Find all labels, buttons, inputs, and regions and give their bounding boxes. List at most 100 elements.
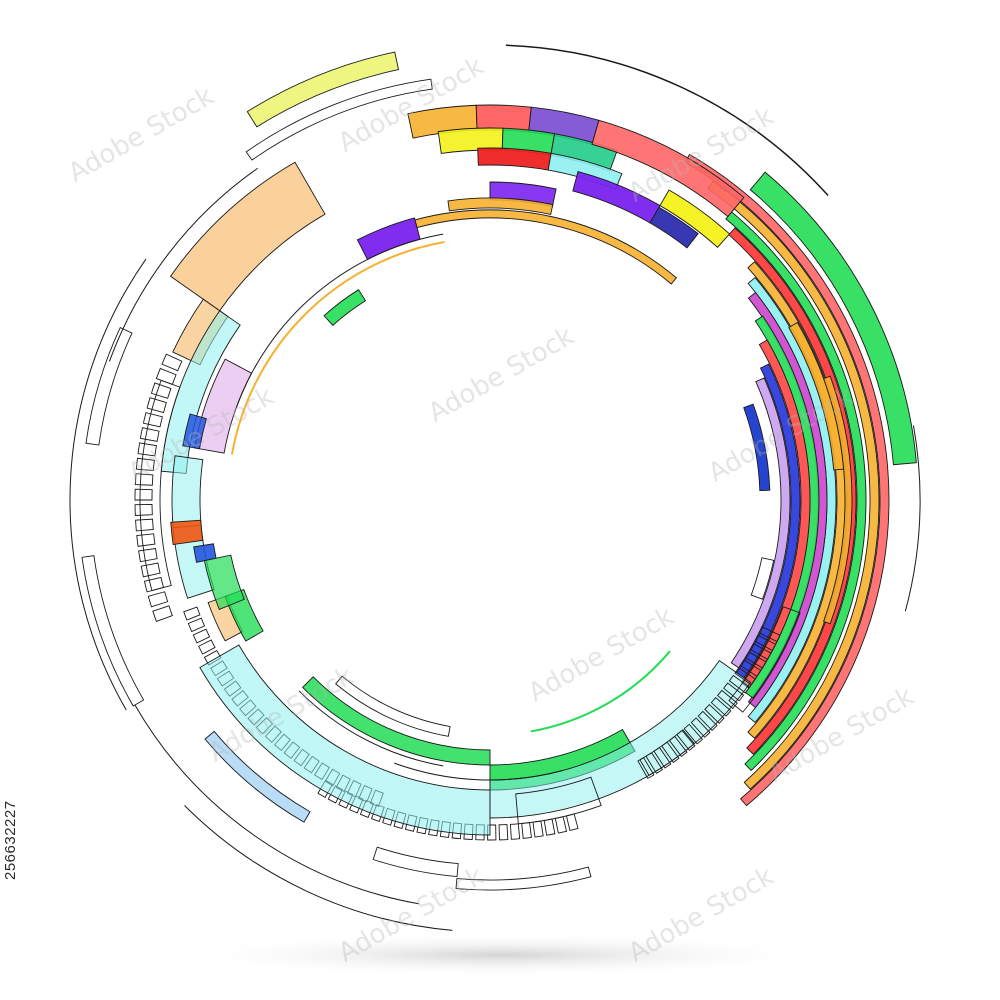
ring-arc-9 xyxy=(108,167,258,362)
ring-arc-1 xyxy=(134,704,419,905)
ring-segment-6 xyxy=(455,866,592,891)
ring-segment-43 xyxy=(171,455,204,529)
ring-segment-93 xyxy=(565,813,579,832)
ring-segment-4 xyxy=(81,555,145,707)
ring-segment-10 xyxy=(246,51,400,128)
ring-segment-96 xyxy=(532,820,544,838)
ring-segment-63 xyxy=(137,442,157,457)
ground-shadow xyxy=(170,933,830,977)
ring-segment-146 xyxy=(653,746,672,769)
ring-segment-36 xyxy=(447,197,554,215)
ring-segment-95 xyxy=(543,818,556,836)
ring-segment-53 xyxy=(147,591,169,608)
ring-segment-60 xyxy=(134,488,153,501)
ring-segment-132 xyxy=(744,651,767,669)
ring-segment-11 xyxy=(245,78,433,161)
ring-segment-124 xyxy=(788,321,845,471)
ring-segment-141 xyxy=(690,717,711,738)
ring-segment-30 xyxy=(477,147,552,171)
ring-segment-50 xyxy=(203,554,245,610)
ring-segment-139 xyxy=(704,703,725,724)
ring-segment-39 xyxy=(169,161,326,312)
ring-segment-56 xyxy=(138,547,158,563)
ring-segment-14 xyxy=(725,211,867,772)
ring-segment-29 xyxy=(591,119,745,218)
ring-segment-52 xyxy=(152,605,173,622)
ring-group xyxy=(69,44,921,931)
ring-segment-61 xyxy=(134,473,154,486)
ring-segment-97 xyxy=(521,822,532,839)
ring-arc-152 xyxy=(394,762,563,781)
ring-segment-129 xyxy=(758,626,781,643)
ring-segment-7 xyxy=(372,846,459,878)
stock-id-label: 256632227 xyxy=(2,800,19,880)
ring-segment-148 xyxy=(637,757,655,780)
ring-segment-140 xyxy=(697,710,718,732)
ring-arc-150 xyxy=(235,233,444,408)
ring-segment-154 xyxy=(750,557,775,600)
ring-segment-137 xyxy=(716,689,738,710)
ring-segment-131 xyxy=(749,642,772,660)
ring-segment-64 xyxy=(139,427,160,442)
ring-segment-58 xyxy=(135,518,154,532)
ring-segment-34 xyxy=(659,189,731,248)
ring-segment-22 xyxy=(730,377,791,669)
ring-segment-3 xyxy=(85,326,133,446)
ring-segment-138 xyxy=(710,696,732,717)
ring-segment-130 xyxy=(754,634,777,652)
ring-segment-89 xyxy=(198,639,216,655)
ring-segment-51 xyxy=(139,379,181,592)
ring-segment-37 xyxy=(414,209,678,285)
ring-arc-2 xyxy=(184,805,453,931)
ring-segment-116 xyxy=(199,644,491,836)
ring-segment-135 xyxy=(728,674,751,694)
ring-segment-120 xyxy=(335,675,451,737)
ring-segment-46 xyxy=(193,543,217,563)
ring-segment-123 xyxy=(749,171,917,466)
ring-arc-126 xyxy=(904,425,921,612)
ring-segment-90 xyxy=(192,628,211,644)
ring-segment-44 xyxy=(182,413,207,450)
ring-segment-38 xyxy=(356,217,421,261)
ring-arc-0 xyxy=(69,258,147,711)
ring-segment-99 xyxy=(498,824,509,841)
ring-segment-147 xyxy=(645,752,664,774)
ring-segment-143 xyxy=(676,729,696,751)
ring-segment-5 xyxy=(204,730,311,823)
ring-segment-94 xyxy=(554,816,568,834)
ring-segment-125 xyxy=(823,375,853,625)
ring-segment-127 xyxy=(743,403,771,492)
ring-arc-8 xyxy=(505,44,829,197)
ring-segment-55 xyxy=(140,562,161,578)
ring-segment-91 xyxy=(187,617,206,633)
ring-segment-67 xyxy=(150,382,172,399)
ring-segment-47 xyxy=(170,519,204,546)
ring-segment-142 xyxy=(683,723,704,745)
ring-segment-153 xyxy=(323,289,367,326)
ring-segment-68 xyxy=(155,367,177,385)
ring-segment-121 xyxy=(515,776,602,825)
ring-segment-57 xyxy=(136,533,156,547)
ring-segment-65 xyxy=(142,412,163,428)
ring-segment-144 xyxy=(668,735,688,758)
ring-segment-92 xyxy=(183,606,201,621)
ring-segment-133 xyxy=(739,659,762,678)
ring-segment-13 xyxy=(707,180,880,790)
ring-segment-128 xyxy=(728,606,801,713)
ring-segment-62 xyxy=(135,457,155,472)
ring-arc-155 xyxy=(530,650,671,733)
ring-segment-134 xyxy=(734,667,756,686)
ring-segment-12 xyxy=(684,153,890,807)
ring-segment-98 xyxy=(509,823,521,840)
ring-segment-33 xyxy=(649,206,699,249)
ring-arc-151 xyxy=(298,690,444,767)
ring-segment-54 xyxy=(143,576,165,593)
ring-segment-136 xyxy=(722,682,745,702)
ring-segment-145 xyxy=(661,741,680,763)
ring-arc-149 xyxy=(230,240,445,455)
ring-segment-59 xyxy=(134,503,153,516)
ring-segment-66 xyxy=(146,397,167,414)
ring-segment-117 xyxy=(301,676,491,766)
ring-segment-69 xyxy=(161,353,183,372)
